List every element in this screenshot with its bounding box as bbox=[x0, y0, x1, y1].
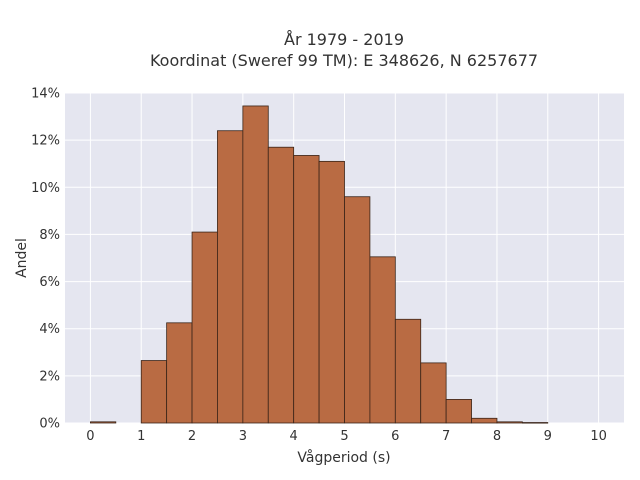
y-tick-label: 10% bbox=[31, 181, 60, 196]
histogram-bar bbox=[471, 417, 498, 424]
histogram-bar bbox=[166, 322, 193, 424]
x-tick-label: 9 bbox=[544, 429, 552, 444]
histogram-bar bbox=[293, 155, 320, 424]
x-tick-labels: 0 1 2 3 4 5 6 7 8 9 10 bbox=[86, 429, 607, 444]
histogram-bar bbox=[369, 256, 396, 424]
x-tick-label: 5 bbox=[340, 429, 348, 444]
y-tick-label: 4% bbox=[39, 322, 60, 337]
y-tick-labels: 0% 2% 4% 6% 8% 10% 12% 14% bbox=[31, 87, 60, 432]
histogram-bar bbox=[420, 362, 447, 424]
bars bbox=[90, 105, 549, 424]
x-tick-label: 0 bbox=[86, 429, 94, 444]
histogram-bar bbox=[90, 421, 117, 424]
x-tick-label: 7 bbox=[442, 429, 450, 444]
histogram-bar bbox=[496, 421, 523, 424]
histogram-bar bbox=[191, 231, 218, 424]
x-tick-label: 4 bbox=[290, 429, 298, 444]
histogram-bar bbox=[242, 105, 269, 424]
histogram-bar bbox=[217, 130, 244, 424]
x-axis-title: Vågperiod (s) bbox=[297, 449, 390, 466]
histogram-bar bbox=[140, 360, 168, 424]
chart-title-line1: År 1979 - 2019 bbox=[284, 30, 404, 49]
y-tick-label: 12% bbox=[31, 134, 60, 149]
histogram-bar bbox=[267, 146, 295, 424]
x-tick-label: 2 bbox=[188, 429, 196, 444]
y-tick-label: 6% bbox=[39, 275, 60, 290]
y-tick-label: 14% bbox=[31, 87, 60, 102]
x-tick-label: 1 bbox=[137, 429, 145, 444]
histogram-bar bbox=[445, 399, 472, 424]
x-tick-label: 6 bbox=[391, 429, 399, 444]
x-tick-label: 3 bbox=[239, 429, 247, 444]
x-tick-label: 8 bbox=[493, 429, 501, 444]
histogram-bar bbox=[318, 160, 345, 424]
y-tick-label: 8% bbox=[39, 228, 60, 243]
chart-title-line2: Koordinat (Sweref 99 TM): E 348626, N 62… bbox=[150, 51, 538, 70]
histogram-bar bbox=[394, 318, 422, 424]
x-tick-label: 10 bbox=[590, 429, 607, 444]
y-tick-label: 2% bbox=[39, 369, 60, 384]
y-tick-label: 0% bbox=[39, 417, 60, 432]
histogram-bar bbox=[344, 196, 371, 424]
histogram-bar bbox=[521, 422, 549, 424]
y-axis-title: Andel bbox=[14, 238, 30, 278]
